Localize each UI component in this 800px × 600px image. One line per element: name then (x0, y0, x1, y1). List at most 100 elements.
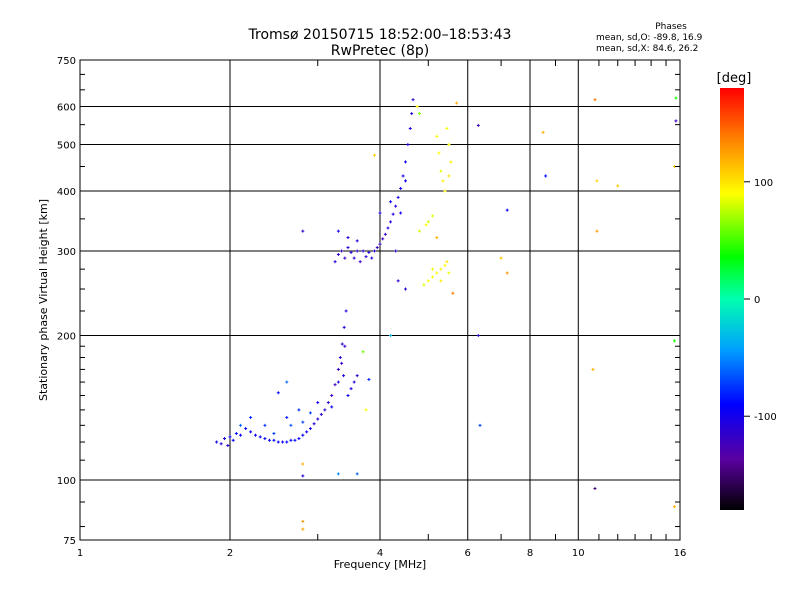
data-point (389, 334, 393, 338)
data-point (449, 160, 453, 164)
data-point (447, 143, 451, 147)
data-point (249, 415, 253, 419)
data-point (447, 174, 451, 178)
data-point (355, 374, 359, 378)
data-point (505, 208, 509, 212)
data-point (272, 432, 276, 436)
data-point (239, 423, 243, 427)
data-point (272, 438, 276, 442)
data-point (349, 250, 353, 254)
data-point (403, 179, 407, 183)
x-tick-label: 2 (227, 548, 233, 559)
data-point (333, 260, 337, 264)
y-tick-label: 300 (57, 247, 76, 258)
x-tick-label: 6 (465, 548, 471, 559)
data-point (673, 339, 677, 343)
data-point (281, 440, 285, 444)
data-point (367, 250, 371, 254)
data-point (223, 437, 227, 441)
data-point (391, 212, 395, 216)
data-point (342, 325, 346, 329)
data-point (396, 195, 400, 199)
data-point (361, 249, 365, 253)
data-point (673, 505, 677, 509)
data-point (319, 412, 323, 416)
data-point (301, 433, 305, 437)
data-point (674, 96, 678, 100)
data-point (244, 427, 248, 431)
data-point (305, 430, 309, 434)
x-tick-label: 8 (527, 548, 533, 559)
data-point (417, 112, 421, 116)
chart-title: Tromsø 20150715 18:52:00–18:53:43 (248, 27, 512, 43)
y-tick-label: 400 (57, 187, 76, 198)
data-point (476, 123, 480, 127)
data-point (323, 408, 327, 412)
data-point (370, 256, 374, 260)
data-point (301, 474, 305, 478)
y-tick-label: 200 (57, 332, 76, 343)
data-point (445, 260, 449, 264)
data-point (263, 423, 267, 427)
y-tick-label: 75 (63, 536, 76, 547)
y-axis-label: Stationary phase Virtual Height [km] (37, 199, 50, 401)
data-point (343, 256, 347, 260)
data-point (386, 226, 390, 230)
data-point (445, 126, 449, 130)
data-point (336, 472, 340, 476)
data-point (338, 355, 342, 359)
data-point (336, 380, 340, 384)
data-point (285, 415, 289, 419)
data-point (435, 236, 439, 240)
data-point (396, 279, 400, 283)
x-tick-label: 1 (77, 548, 83, 559)
data-point (234, 432, 238, 436)
data-point (401, 174, 405, 178)
data-point (301, 420, 305, 424)
data-point (451, 291, 455, 295)
data-point (253, 433, 257, 437)
data-point (616, 184, 620, 188)
data-point (316, 417, 320, 421)
data-point (426, 220, 430, 224)
data-point (267, 438, 271, 442)
data-point (293, 438, 297, 442)
data-point (403, 287, 407, 291)
data-point (364, 255, 368, 259)
data-point (301, 462, 305, 466)
x-tick-label: 16 (674, 548, 687, 559)
data-point (285, 380, 289, 384)
data-point (346, 246, 350, 250)
data-point (435, 134, 439, 138)
data-point (593, 487, 597, 491)
data-point (355, 249, 359, 253)
data-point (336, 253, 340, 257)
data-point (316, 401, 320, 405)
data-point (308, 427, 312, 431)
data-point (381, 237, 385, 241)
data-point (439, 169, 443, 173)
data-point (394, 204, 398, 208)
data-point (415, 105, 419, 109)
data-point (406, 143, 410, 147)
data-point (424, 223, 428, 227)
data-point (591, 367, 595, 371)
data-point (476, 334, 480, 338)
data-point (285, 440, 289, 444)
colorbar-tick-label: 0 (754, 295, 760, 306)
data-point (258, 435, 262, 439)
x-tick-label: 4 (377, 548, 383, 559)
data-point (375, 246, 379, 250)
data-point (435, 271, 439, 275)
data-point (301, 229, 305, 233)
x-axis-label: Frequency [MHz] (334, 558, 426, 571)
data-point (505, 271, 509, 275)
data-point (289, 423, 293, 427)
y-tick-label: 500 (57, 141, 76, 152)
data-point (403, 160, 407, 164)
data-point (330, 405, 334, 409)
colorbar-label: [deg] (717, 71, 752, 86)
data-point (352, 380, 356, 384)
data-point (344, 309, 348, 313)
